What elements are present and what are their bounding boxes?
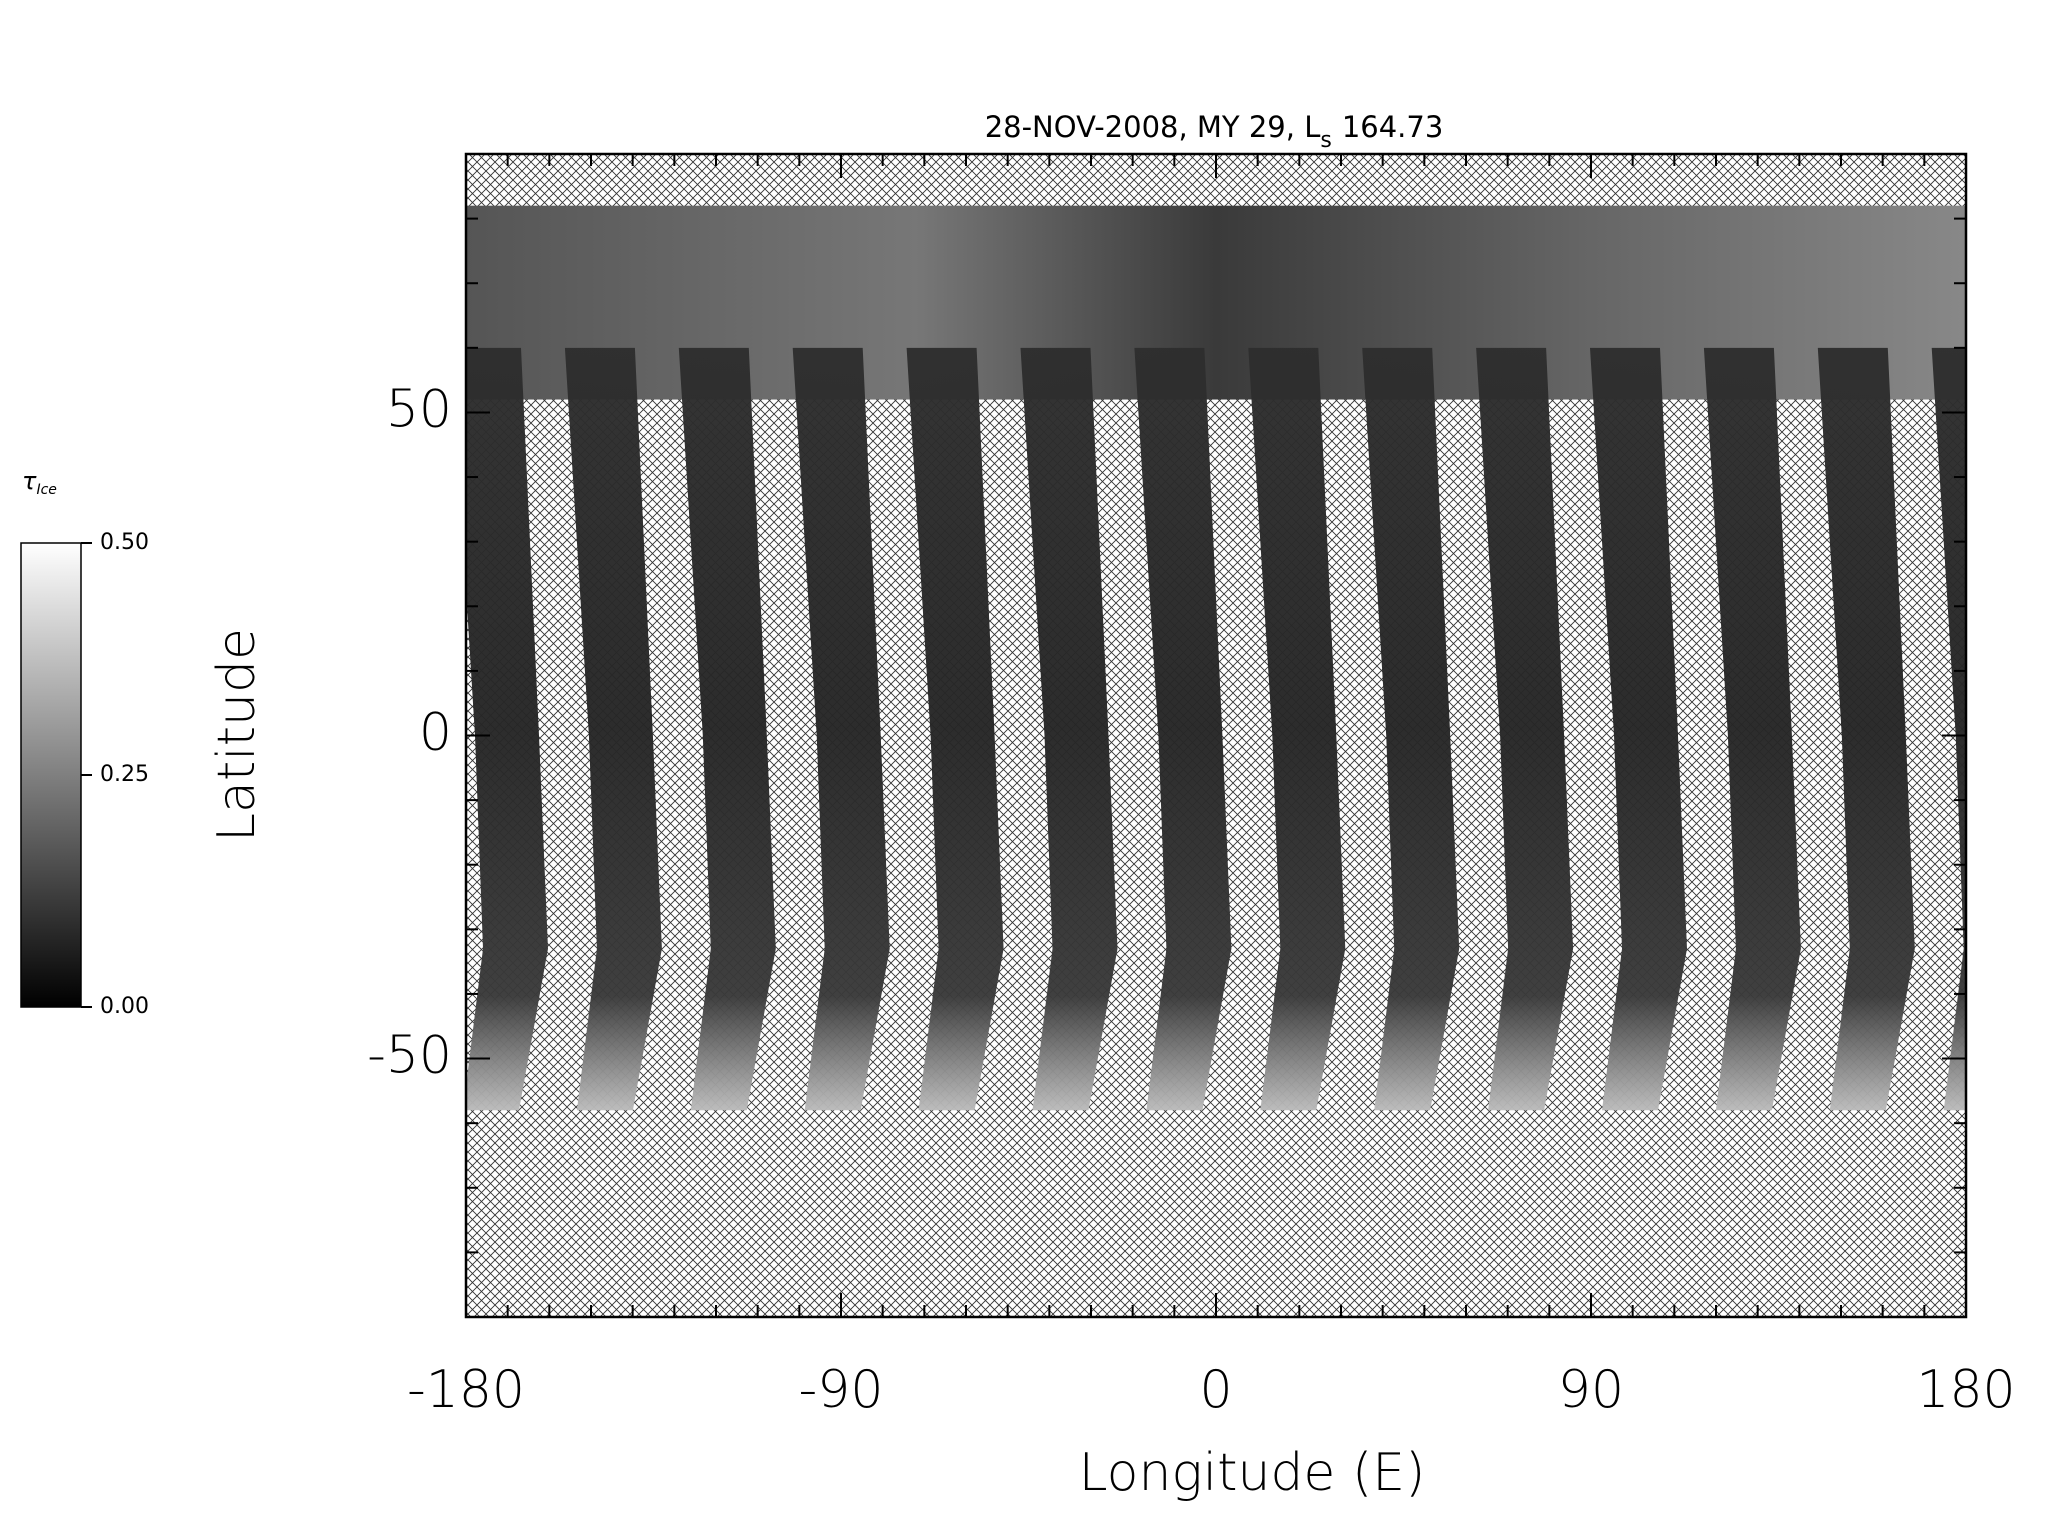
y-tick-label: 50 (386, 379, 452, 439)
swath (792, 347, 890, 1111)
x-tick-label: 0 (1199, 1360, 1232, 1420)
y-tick-label: 0 (419, 703, 452, 763)
swath (1134, 347, 1232, 1111)
colorbar-tick-label: 0.50 (100, 530, 149, 555)
x-axis-label: Longitude (E) (1079, 1443, 1426, 1503)
colorbar (20, 542, 82, 1008)
swath (1020, 347, 1118, 1111)
x-tick-label: -180 (407, 1360, 525, 1420)
colorbar-subscript: Ice (36, 482, 56, 498)
title-text: 28-NOV-2008, MY 29, L (985, 110, 1321, 144)
map-title: 28-NOV-2008, MY 29, Ls 164.73 (985, 110, 1444, 153)
x-tick-label: 90 (1558, 1360, 1624, 1420)
swath (1590, 347, 1687, 1111)
swath (1703, 347, 1801, 1111)
swath (564, 347, 662, 1111)
swath (1248, 347, 1346, 1111)
swath (1362, 347, 1460, 1111)
title-value: 164.73 (1342, 110, 1443, 144)
y-tick-label: -50 (367, 1026, 452, 1086)
swath (906, 347, 1004, 1111)
x-tick-label: 180 (1916, 1360, 2015, 1420)
swath (1931, 347, 1966, 1111)
y-axis-label: Latitude (207, 628, 267, 842)
colorbar-symbol: τ (22, 467, 37, 495)
swath (1817, 347, 1915, 1111)
colorbar-tick-label: 0.25 (100, 762, 149, 787)
colorbar-label: τIce (22, 467, 57, 498)
x-tick-label: -90 (799, 1360, 884, 1420)
title-subscript: s (1320, 128, 1331, 153)
swath (466, 347, 548, 1111)
colorbar-tick-label: 0.00 (100, 994, 149, 1019)
swath (1476, 347, 1574, 1111)
swath (678, 347, 776, 1111)
image-swaths (466, 205, 1966, 1111)
